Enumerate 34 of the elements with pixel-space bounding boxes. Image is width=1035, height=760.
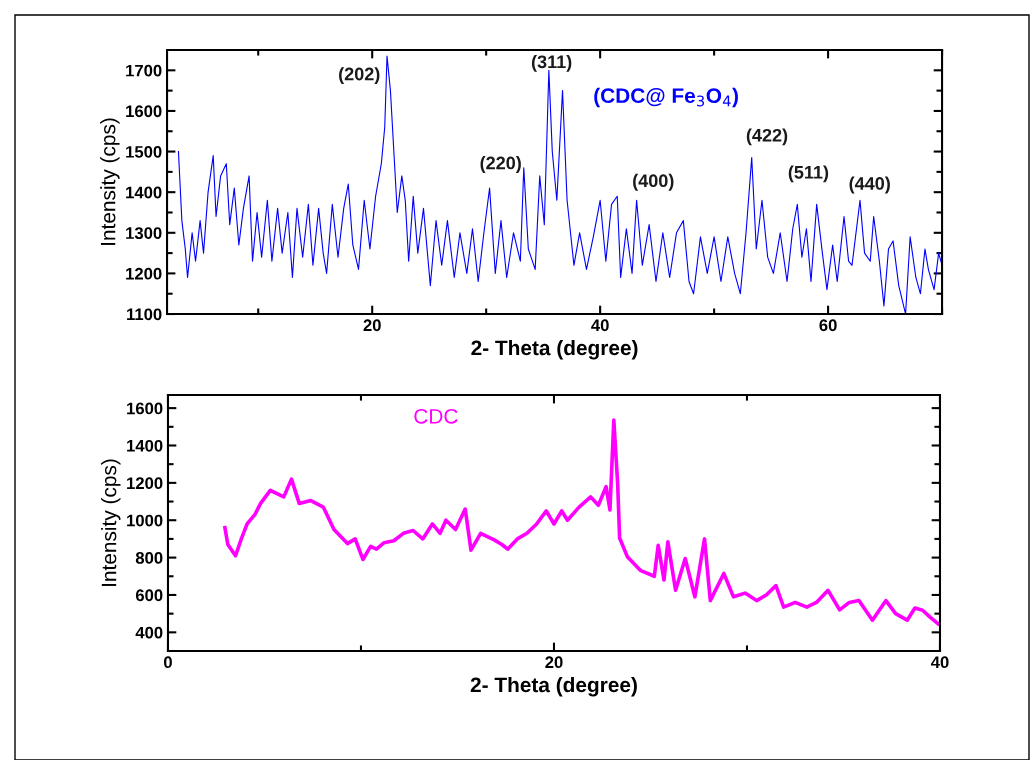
y-tick-label: 1600 — [126, 105, 162, 118]
x-tick-label: 0 — [164, 656, 172, 669]
text: CDC — [414, 408, 458, 424]
x-tick-label: 60 — [819, 319, 837, 332]
y-tick-label: 1700 — [126, 64, 162, 77]
annotation: (440) — [849, 176, 890, 194]
y-tick-label: 600 — [135, 589, 163, 602]
x-tick-label: 20 — [363, 319, 381, 332]
y-axis-title: Intensity (cps) — [101, 459, 121, 586]
y-tick-label: 400 — [135, 626, 163, 639]
annotation: (422) — [746, 128, 788, 146]
y-tick-label: 1000 — [127, 514, 163, 527]
y-axis-title: Intensity (cps) — [100, 118, 120, 245]
annotation: (311) — [531, 54, 572, 72]
y-tick-label: 1300 — [126, 227, 162, 240]
annotation: (400) — [633, 173, 674, 191]
y-tick-label: 1600 — [127, 402, 163, 415]
y-tick-label: 800 — [135, 552, 163, 564]
line-series — [177, 55, 943, 315]
annotation: (202) — [339, 67, 380, 84]
y-tick-label: 1400 — [126, 186, 162, 199]
y-tick-label: 1200 — [126, 267, 162, 280]
x-tick-label: 40 — [591, 319, 609, 332]
y-tick-label: 1400 — [127, 439, 163, 452]
x-axis-title: 2- Theta (degree) — [471, 339, 638, 360]
x-axis-title: 2- Theta (degree) — [470, 676, 637, 697]
y-tick-label: 1100 — [127, 308, 162, 321]
series-label: (CDC@ Fe$_{3}$O$_{4}$) — [594, 87, 738, 108]
annotation: (511) — [788, 165, 829, 183]
annotation: (220) — [480, 156, 521, 173]
y-tick-label: 1200 — [127, 477, 163, 490]
x-tick-label: 40 — [930, 656, 949, 669]
x-tick-label: 20 — [545, 656, 563, 669]
y-tick-label: 1500 — [126, 145, 162, 158]
